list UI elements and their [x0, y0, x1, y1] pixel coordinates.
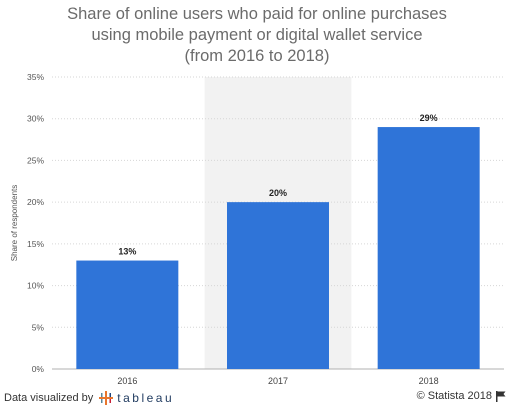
bar-2018	[377, 127, 480, 369]
copyright-text: © Statista 2018	[416, 390, 492, 402]
y-tick-label: 10%	[27, 281, 44, 291]
data-label: 13%	[118, 247, 136, 257]
y-axis-label: Share of respondents	[10, 185, 19, 262]
bar-2017	[227, 202, 329, 369]
y-tick-label: 15%	[27, 239, 44, 249]
tableau-cross-icon	[99, 391, 114, 405]
tableau-wordmark: tableau	[117, 391, 175, 405]
chart-title: Share of online users who paid for onlin…	[0, 4, 514, 67]
bar-chart: 0% 5% 10% 15% 20% 25% 30% 35% Share of responden…	[10, 72, 504, 386]
chart-title-line-1: Share of online users who paid for onlin…	[67, 5, 447, 23]
y-tick-label: 20%	[27, 197, 44, 207]
y-tick-label: 0%	[32, 364, 45, 374]
tableau-credit[interactable]: Data visualized by tableau	[4, 390, 174, 406]
chart-title-line-2: using mobile payment or digital wallet s…	[91, 26, 423, 44]
chart-title-line-3: (from 2016 to 2018)	[184, 47, 330, 65]
flag-icon	[496, 390, 506, 402]
tableau-logo: tableau	[98, 390, 174, 406]
data-visualized-by-text: Data visualized by	[4, 392, 94, 404]
y-tick-label: 30%	[27, 114, 44, 124]
data-label: 29%	[420, 113, 438, 123]
y-tick-label: 25%	[27, 155, 44, 165]
y-tick-label: 35%	[27, 72, 44, 82]
data-label: 20%	[269, 188, 287, 198]
x-tick-label: 2017	[268, 376, 288, 386]
bar-2016	[76, 260, 179, 369]
y-tick-label: 5%	[32, 322, 45, 332]
footer: Data visualized by tableau © Statista 20…	[0, 386, 514, 407]
x-tick-label: 2016	[117, 376, 137, 386]
statista-credit[interactable]: © Statista 2018	[417, 390, 506, 402]
x-tick-label: 2018	[419, 376, 439, 386]
